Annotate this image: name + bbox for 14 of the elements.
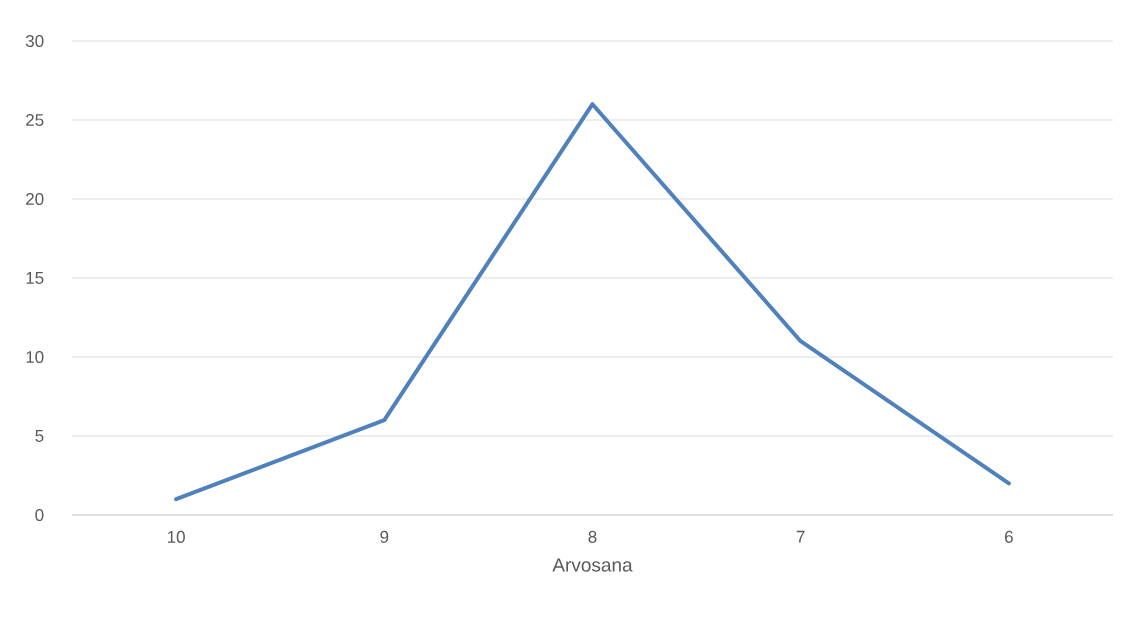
x-tick-label: 9 bbox=[380, 530, 389, 543]
line-series bbox=[174, 102, 1011, 502]
y-tick-label: 30 bbox=[25, 34, 44, 48]
y-tick-label: 15 bbox=[26, 272, 44, 284]
y-tick-label: 10 bbox=[26, 350, 44, 364]
x-tick-label: 6 bbox=[1004, 530, 1013, 543]
x-tick-label: 10 bbox=[167, 530, 185, 543]
x-axis-title: Arvosana bbox=[552, 558, 633, 572]
y-tick-label: 25 bbox=[26, 113, 44, 127]
y-tick-label: 20 bbox=[26, 192, 44, 206]
x-tick-label: 8 bbox=[588, 530, 597, 543]
y-tick-label: 0 bbox=[35, 508, 44, 522]
x-tick-label: 7 bbox=[796, 530, 805, 543]
y-tick-label: 5 bbox=[35, 430, 44, 442]
